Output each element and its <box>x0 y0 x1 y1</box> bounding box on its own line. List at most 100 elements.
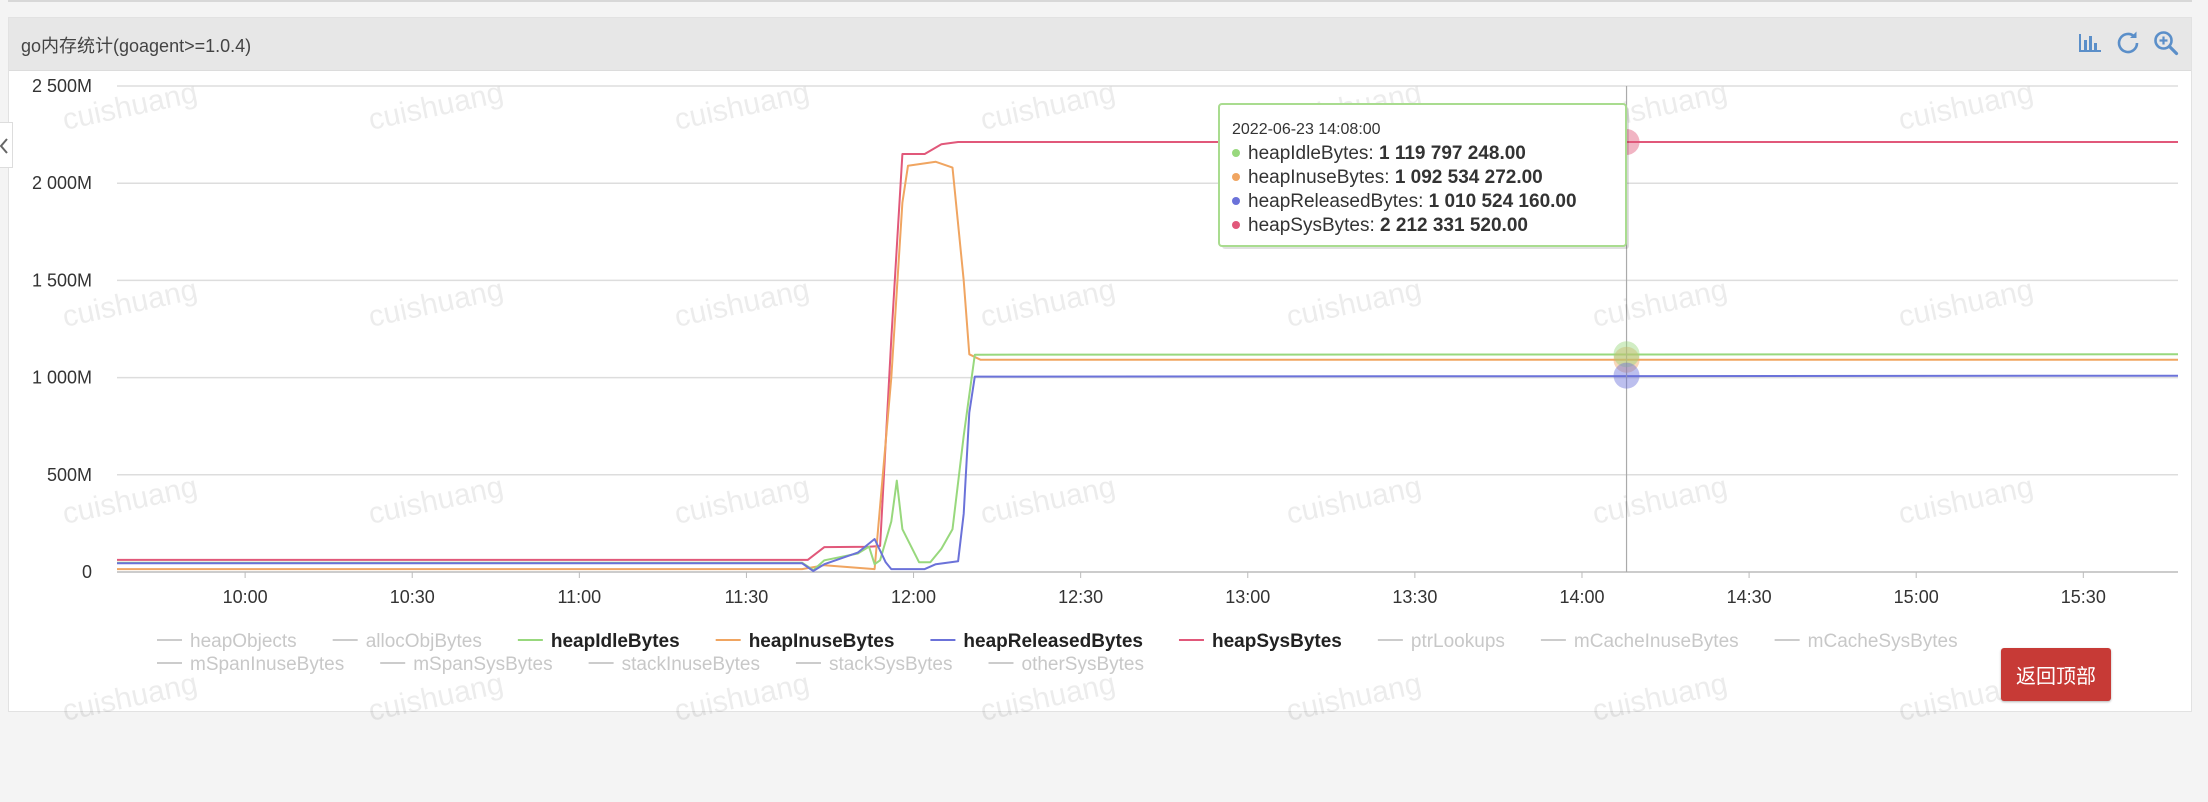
watermark-text: cuishuang <box>366 76 507 137</box>
grid <box>117 85 2178 573</box>
legend-label: mSpanInuseBytes <box>190 654 344 675</box>
legend-item-allocObjBytes[interactable]: allocObjBytes <box>332 631 482 652</box>
x-tick-label: 15:30 <box>2061 587 2106 607</box>
legend-item-otherSysBytes[interactable]: otherSysBytes <box>988 654 1145 675</box>
watermark-text: cuishuang <box>1896 273 2037 334</box>
watermark-text: cuishuang <box>1590 273 1731 334</box>
x-axis: 10:00 10:30 11:00 11:30 12:00 12:30 13:00 13:30… <box>223 572 2106 607</box>
watermark-text: cuishuang <box>366 667 507 728</box>
tooltip-series-name: heapReleasedBytes: <box>1248 191 1429 212</box>
legend-item-stackInuseBytes[interactable]: stackInuseBytes <box>588 654 760 675</box>
legend-label: heapInuseBytes <box>749 631 895 652</box>
legend-label: mSpanSysBytes <box>413 654 552 675</box>
tooltip-row-heapSysBytes: heapSysBytes: 2 212 331 520.00 <box>1248 215 1528 236</box>
watermark-text: cuishuang <box>1590 667 1731 728</box>
chevron-left-icon <box>0 138 8 154</box>
panel-title: go内存统计(goagent>=1.0.4) <box>21 36 252 56</box>
watermark-text: cuishuang <box>672 667 813 728</box>
x-tick-label: 12:30 <box>1058 587 1103 607</box>
series <box>117 141 2179 572</box>
tooltip-series-value: 1 010 524 160.00 <box>1429 191 1577 212</box>
x-tick-label: 13:30 <box>1392 587 1437 607</box>
watermark-text: cuishuang <box>1590 470 1731 531</box>
tooltip-row-heapReleasedBytes: heapReleasedBytes: 1 010 524 160.00 <box>1248 191 1577 212</box>
watermark-text: cuishuang <box>978 76 1119 137</box>
top-border <box>8 0 2192 2</box>
y-tick-label: 2 000M <box>32 173 92 193</box>
panel-toolbar <box>2075 28 2181 58</box>
refresh-icon[interactable] <box>2113 28 2143 58</box>
legend-item-mSpanSysBytes[interactable]: mSpanSysBytes <box>380 654 553 675</box>
collapse-tab[interactable] <box>0 122 13 168</box>
back-to-top-button[interactable]: 返回顶部 <box>2001 648 2111 701</box>
tooltip-series-name: heapSysBytes: <box>1248 215 1380 236</box>
x-tick-label: 15:00 <box>1894 587 1939 607</box>
legend-item-mCacheSysBytes[interactable]: mCacheSysBytes <box>1774 631 1958 652</box>
y-tick-label: 1 000M <box>32 368 92 388</box>
watermark-text: cuishuang <box>978 667 1119 728</box>
legend-label: stackSysBytes <box>829 654 953 675</box>
x-tick-label: 11:30 <box>725 587 769 607</box>
tooltip-series-value: 1 092 534 272.00 <box>1395 167 1543 188</box>
tooltip-series-name: heapIdleBytes: <box>1248 143 1379 164</box>
panel-header: go内存统计(goagent>=1.0.4) <box>9 18 2191 71</box>
hover-point-heapInuseBytes <box>1613 346 1640 373</box>
x-tick-label: 10:00 <box>223 587 268 607</box>
legend-label: heapSysBytes <box>1212 631 1342 652</box>
watermark-text: cuishuang <box>1284 667 1425 728</box>
x-tick-label: 10:30 <box>390 587 435 607</box>
watermark-text: cuishuang <box>60 667 201 728</box>
watermark-text: cuishuang <box>1896 470 2037 531</box>
y-tick-label: 500M <box>47 465 92 485</box>
legend-label: otherSysBytes <box>1022 654 1145 675</box>
legend-item-ptrLookups[interactable]: ptrLookups <box>1377 631 1505 652</box>
tooltip-time: 2022-06-23 14:08:00 <box>1232 121 1381 138</box>
tooltip-row-heapInuseBytes: heapInuseBytes: 1 092 534 272.00 <box>1248 167 1543 188</box>
hover-point-heapReleasedBytes <box>1613 362 1640 389</box>
legend-item-heapInuseBytes[interactable]: heapInuseBytes <box>715 631 895 652</box>
legend-item-heapIdleBytes[interactable]: heapIdleBytes <box>517 631 680 652</box>
tooltip-dot <box>1232 173 1240 181</box>
tooltip-series-value: 1 119 797 248.00 <box>1379 143 1526 164</box>
tooltip-row-heapIdleBytes: heapIdleBytes: 1 119 797 248.00 <box>1248 143 1526 164</box>
watermark-text: cuishuang <box>366 470 507 531</box>
legend-item-stackSysBytes[interactable]: stackSysBytes <box>795 654 953 675</box>
legend-label: heapReleasedBytes <box>963 631 1143 652</box>
tooltip-dot <box>1232 221 1240 229</box>
x-tick-label: 14:30 <box>1727 587 1772 607</box>
legend-label: mCacheSysBytes <box>1808 631 1958 652</box>
tooltip-series-name: heapInuseBytes: <box>1248 167 1395 188</box>
watermark-text: cuishuang <box>672 273 813 334</box>
x-tick-label: 13:00 <box>1225 587 1270 607</box>
watermark-text: cuishuang <box>978 470 1119 531</box>
watermark-text: cuishuang <box>366 273 507 334</box>
y-axis: 0 500M 1 000M 1 500M 2 000M 2 500M <box>32 76 92 582</box>
hover-point-heapIdleBytes <box>1613 341 1640 368</box>
bar-chart-icon[interactable] <box>2075 28 2105 58</box>
legend-label: stackInuseBytes <box>622 654 760 675</box>
tooltip: 2022-06-23 14:08:00 heapIdleBytes: 1 119 … <box>1218 103 1629 249</box>
series-line-heapReleasedBytes <box>117 374 2179 572</box>
legend-item-mCacheInuseBytes[interactable]: mCacheInuseBytes <box>1540 631 1739 652</box>
series-line-heapIdleBytes <box>117 353 2179 572</box>
x-tick-label: 12:00 <box>891 587 936 607</box>
y-tick-label: 2 500M <box>32 76 92 96</box>
legend-item-heapObjects[interactable]: heapObjects <box>157 631 297 652</box>
y-tick-label: 1 500M <box>32 270 92 290</box>
legend-label: heapIdleBytes <box>551 631 680 652</box>
legend-label: allocObjBytes <box>366 631 482 652</box>
chart-panel: go内存统计(goagent>=1.0.4) <box>8 17 2192 712</box>
tooltip-dot <box>1232 197 1240 205</box>
x-tick-label: 14:00 <box>1559 587 1604 607</box>
tooltip-box <box>1218 103 1627 247</box>
legend-item-heapReleasedBytes[interactable]: heapReleasedBytes <box>930 631 1143 652</box>
x-tick-label: 11:00 <box>557 587 601 607</box>
legend-label: ptrLookups <box>1411 631 1505 652</box>
y-tick-label: 0 <box>82 562 92 582</box>
legend-label: mCacheInuseBytes <box>1574 631 1739 652</box>
legend: heapObjects allocObjBytes heapIdleBytes hea… <box>157 631 1958 675</box>
legend-item-heapSysBytes[interactable]: heapSysBytes <box>1178 631 1342 652</box>
legend-item-mSpanInuseBytes[interactable]: mSpanInuseBytes <box>157 654 344 675</box>
zoom-icon[interactable] <box>2151 28 2181 58</box>
